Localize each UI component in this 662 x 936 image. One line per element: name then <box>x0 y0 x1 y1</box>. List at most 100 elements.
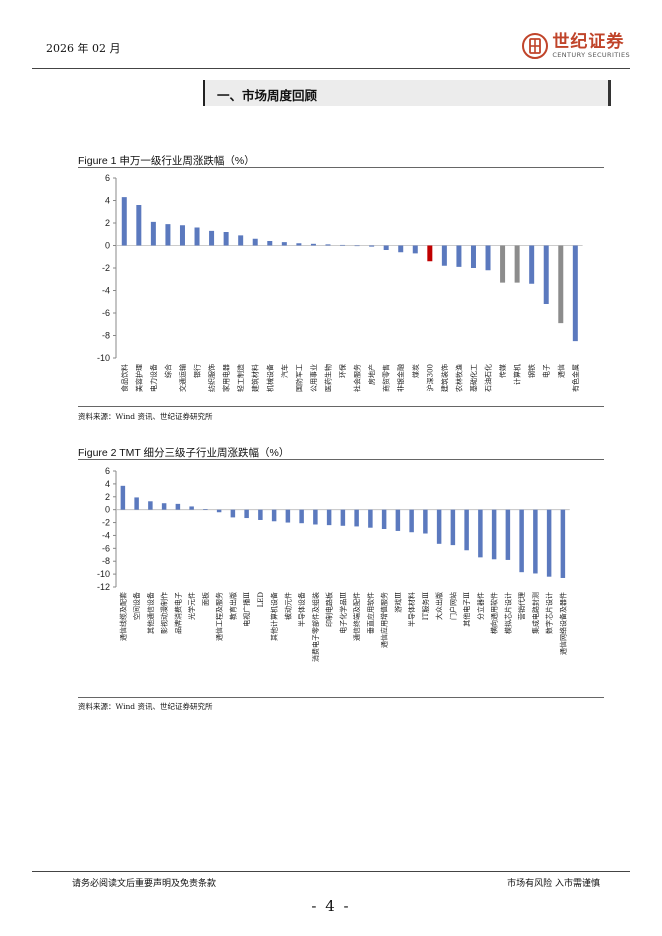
figure2-bar <box>313 509 318 525</box>
figure1-bar <box>325 244 331 246</box>
figure1-y-tick-label: -4 <box>102 286 110 296</box>
figure2-y-tick-label: -8 <box>102 556 110 566</box>
figure2-category-label: 面板 <box>201 592 210 606</box>
figure1-y-tick-label: -10 <box>97 353 110 363</box>
figure1-category-label: 公用事业 <box>309 364 318 392</box>
figure1-category-label: 电力设备 <box>149 364 158 392</box>
figure2-bar <box>354 509 359 527</box>
figure1-category-label: 建筑材料 <box>251 364 260 392</box>
figure1-category-label: 国防军工 <box>294 364 303 392</box>
figure1-bar <box>165 224 171 246</box>
figure2-category-label: 通信终端及配件 <box>352 592 361 641</box>
figure1-y-tick-label: 6 <box>105 173 110 183</box>
figure2-category-label: 其他电子Ⅲ <box>462 592 471 627</box>
figure1-bar <box>121 197 127 246</box>
figure2-bar <box>368 509 373 528</box>
figure2-category-label: 空间设备 <box>132 592 141 620</box>
figure2-y-tick-label: -2 <box>102 518 110 528</box>
figure2-bar <box>409 509 414 533</box>
figure2-bar <box>230 509 236 518</box>
footer-disclaimer: 请务必阅读文后重要声明及免责条款 <box>72 879 217 889</box>
brand-seal-icon <box>522 33 549 59</box>
figure1-y-tick-label: 2 <box>105 218 110 228</box>
figure2-category-label: 半导体材料 <box>407 592 416 627</box>
figure1-bar <box>456 245 462 267</box>
figure2-source: 资料来源：Wind 资讯、世纪证券研究所 <box>78 702 213 711</box>
figure1-bottom-rule <box>78 406 604 407</box>
figure1-bar <box>179 225 185 246</box>
figure2-y-tick-label: -10 <box>97 569 110 579</box>
figure1-y-tick-label: -2 <box>102 263 110 273</box>
figure1-bar <box>194 227 200 246</box>
figure1-category-label: 综合 <box>163 364 172 378</box>
figure2-category-label: 品牌消费电子 <box>173 592 182 634</box>
figure1-category-label: 煤炭 <box>411 364 420 378</box>
figure2-category-label: 模拟芯片设计 <box>503 592 512 634</box>
figure2-bar <box>120 485 126 510</box>
figure1-bar <box>354 245 360 247</box>
figure2-bar <box>395 509 401 531</box>
brand-logo: 世纪证券 CENTURY SECURITIES <box>522 33 630 59</box>
figure2-y-tick-label: -6 <box>102 543 110 553</box>
figure2-bar <box>423 509 428 534</box>
figure2-title: Figure 2 TMT 细分三级子行业周涨跌幅（%） <box>78 447 290 459</box>
figure1-bar <box>281 242 287 246</box>
figure1-bar <box>441 245 447 266</box>
page-number: - 4 - <box>311 897 351 915</box>
figure1-title: Figure 1 申万一级行业周涨跌幅（%） <box>78 155 255 167</box>
figure1-bar <box>296 243 302 246</box>
figure2-bar <box>258 509 263 520</box>
figure2-bar <box>189 506 194 510</box>
figure2-bar <box>491 509 497 560</box>
figure1-category-label: 美容护理 <box>134 364 143 392</box>
figure2-bar <box>161 503 167 510</box>
figure2-category-label: 分立器件 <box>476 592 485 620</box>
figure1-bar <box>223 232 229 246</box>
figure1-category-label: 农林牧渔 <box>454 364 463 392</box>
figure1-bar <box>412 245 418 254</box>
figure1-category-label: 电子 <box>542 364 551 378</box>
figure2-category-label: 门户网站 <box>448 592 457 620</box>
figure2-bottom-rule <box>78 697 604 698</box>
figure2-y-tick-label: -12 <box>97 582 110 592</box>
figure1-chart: 6 4 2 0 -2 -4 -6 -8 -10 食品饮料 美容护理 电力设备 综合 交通运输 银行 纺织服饰家… <box>97 173 583 392</box>
figure2-bar <box>478 509 483 558</box>
figure2-category-label: 电视广播Ⅲ <box>242 592 251 627</box>
figure1-category-label: 银行 <box>193 364 202 378</box>
figure2-bar <box>326 509 332 526</box>
figure2-category-label: 集成电路封测 <box>531 592 540 634</box>
figure1-bar <box>470 245 476 268</box>
section-title: 一、市场周度回顾 <box>217 88 318 103</box>
figure1-bar <box>427 245 433 262</box>
header-rule <box>32 68 630 69</box>
figure2-bar <box>148 501 153 510</box>
figure2-bar <box>340 509 346 526</box>
figure1-category-label: 基础化工 <box>469 364 478 392</box>
figure2-bar <box>436 509 442 544</box>
section-heading: 一、市场周度回顾 <box>203 80 611 106</box>
figure2-bar <box>450 509 456 546</box>
figure2-y-tick-label: 6 <box>105 466 110 476</box>
figure2-bar <box>216 509 222 513</box>
figure2-bar <box>505 509 511 560</box>
figure1-bar <box>369 245 375 247</box>
figure2-category-label: 大众出版 <box>435 592 444 620</box>
figure2-bar <box>285 509 291 523</box>
figure2-category-label: 被动元件 <box>283 592 292 620</box>
figure2-y-tick-label: 0 <box>105 505 110 515</box>
figure1-category-label: 非银金融 <box>396 364 405 392</box>
figure1-top-rule <box>78 167 604 168</box>
figure1-category-label: 汽车 <box>280 364 289 378</box>
figure2-category-label: IT服务Ⅲ <box>421 592 430 620</box>
figure1-source: 资料来源：Wind 资讯、世纪证券研究所 <box>78 412 213 421</box>
figure1-bar <box>310 243 316 246</box>
figure1-category-label: 钢铁 <box>527 364 536 378</box>
figure1-category-label: 机械设备 <box>265 364 274 392</box>
figure2-bar <box>533 509 538 574</box>
figure1-bar <box>543 245 549 304</box>
figure2-category-label: 营销代理 <box>517 592 526 620</box>
figure1-y-tick-label: 4 <box>105 196 110 206</box>
figure2-chart: 6 4 2 0 -2 -4 -6 -8 -10 -12 通信线缆及配套 空间设备 其他通信设备 影视动漫制… <box>97 466 570 662</box>
figure2-category-label: 通信网络设备及器件 <box>558 592 567 655</box>
brand-name-en: CENTURY SECURITIES <box>552 51 630 59</box>
